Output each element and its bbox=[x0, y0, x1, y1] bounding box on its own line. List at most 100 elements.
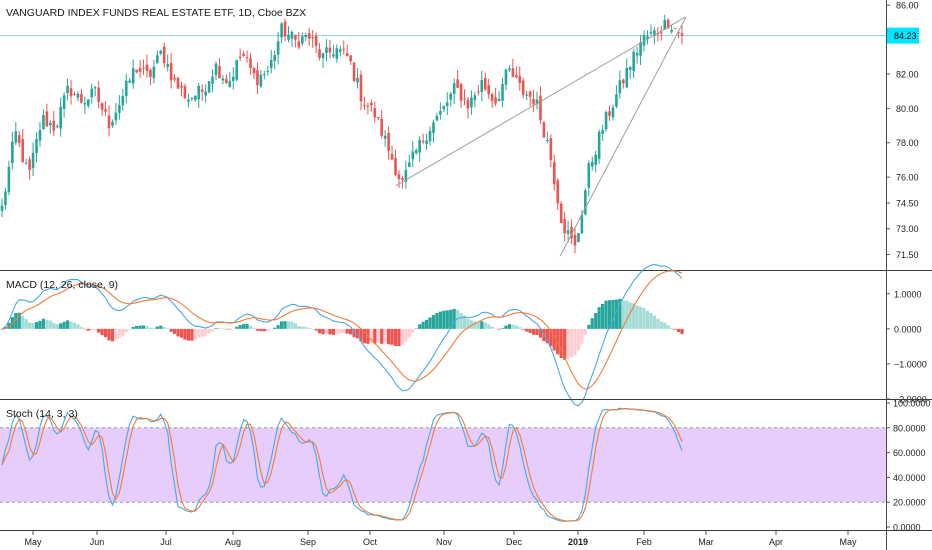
candle-body[interactable] bbox=[207, 81, 211, 93]
candle-body[interactable] bbox=[439, 111, 442, 115]
candle-body[interactable] bbox=[193, 95, 197, 100]
candle-body[interactable] bbox=[639, 42, 642, 56]
candle-body[interactable] bbox=[173, 77, 176, 80]
candle-body[interactable] bbox=[269, 60, 273, 69]
candle-body[interactable] bbox=[321, 53, 325, 59]
candle-body[interactable] bbox=[459, 83, 463, 101]
candle-body[interactable] bbox=[404, 170, 408, 182]
candle-body[interactable] bbox=[104, 109, 107, 112]
candle-body[interactable] bbox=[0, 205, 4, 211]
candle-body[interactable] bbox=[225, 79, 228, 83]
candle-body[interactable] bbox=[259, 74, 263, 87]
candle-body[interactable] bbox=[563, 219, 566, 234]
candle-body[interactable] bbox=[242, 53, 245, 56]
candle-body[interactable] bbox=[59, 106, 62, 129]
candle-body[interactable] bbox=[584, 190, 587, 215]
candle-body[interactable] bbox=[4, 191, 7, 206]
candle-body[interactable] bbox=[124, 80, 128, 97]
candle-body[interactable] bbox=[408, 162, 411, 167]
candle-body[interactable] bbox=[670, 29, 673, 32]
candle-body[interactable] bbox=[218, 65, 221, 79]
candle-body[interactable] bbox=[290, 31, 294, 39]
candle-body[interactable] bbox=[504, 69, 508, 85]
candle-body[interactable] bbox=[345, 53, 349, 57]
candle-body[interactable] bbox=[456, 79, 459, 88]
candle-body[interactable] bbox=[666, 19, 670, 29]
candle-body[interactable] bbox=[342, 48, 346, 50]
candle-body[interactable] bbox=[14, 131, 18, 143]
candle-body[interactable] bbox=[477, 91, 480, 93]
candle-body[interactable] bbox=[573, 234, 577, 246]
candle-body[interactable] bbox=[287, 34, 290, 40]
candle-body[interactable] bbox=[238, 56, 242, 58]
candle-body[interactable] bbox=[187, 99, 190, 102]
candle-body[interactable] bbox=[245, 57, 249, 59]
candle-body[interactable] bbox=[66, 85, 69, 94]
signal-line[interactable] bbox=[1, 270, 683, 390]
candle-body[interactable] bbox=[318, 49, 321, 58]
candle-body[interactable] bbox=[597, 131, 601, 159]
candle-body[interactable] bbox=[86, 99, 90, 106]
candle-body[interactable] bbox=[442, 105, 446, 110]
candle-body[interactable] bbox=[559, 203, 563, 224]
candle-body[interactable] bbox=[256, 70, 259, 86]
candle-body[interactable] bbox=[628, 66, 632, 70]
candle-body[interactable] bbox=[501, 84, 504, 101]
candle-body[interactable] bbox=[570, 227, 573, 239]
candle-body[interactable] bbox=[301, 36, 304, 44]
candle-body[interactable] bbox=[642, 34, 646, 46]
candle-body[interactable] bbox=[370, 102, 373, 106]
candle-body[interactable] bbox=[394, 158, 397, 175]
candle-body[interactable] bbox=[90, 88, 94, 98]
candle-body[interactable] bbox=[180, 85, 183, 88]
candle-body[interactable] bbox=[131, 68, 135, 84]
candle-body[interactable] bbox=[190, 97, 194, 99]
candle-body[interactable] bbox=[21, 139, 25, 163]
candle-body[interactable] bbox=[618, 80, 622, 94]
candle-body[interactable] bbox=[490, 94, 494, 101]
candle-body[interactable] bbox=[307, 33, 311, 39]
candle-body[interactable] bbox=[204, 91, 207, 96]
price-pane[interactable]: 86.00 82.00 80.00 78.00 76.00 74.50 73.00 71.50… bbox=[0, 1, 919, 260]
candle-body[interactable] bbox=[435, 116, 439, 121]
candle-body[interactable] bbox=[7, 166, 11, 193]
candle-body[interactable] bbox=[294, 34, 297, 40]
candle-body[interactable] bbox=[214, 63, 218, 76]
candle-body[interactable] bbox=[93, 87, 97, 89]
candle-body[interactable] bbox=[546, 140, 549, 142]
candle-body[interactable] bbox=[276, 41, 280, 55]
candle-body[interactable] bbox=[152, 66, 156, 79]
candle-body[interactable] bbox=[31, 152, 35, 168]
candle-body[interactable] bbox=[680, 33, 684, 36]
candle-body[interactable] bbox=[235, 60, 239, 80]
candle-body[interactable] bbox=[376, 117, 380, 119]
candle-body[interactable] bbox=[356, 78, 359, 83]
candle-body[interactable] bbox=[352, 62, 356, 81]
candle-body[interactable] bbox=[428, 131, 432, 142]
candle-body[interactable] bbox=[625, 67, 629, 88]
candle-body[interactable] bbox=[611, 107, 615, 118]
candle-body[interactable] bbox=[518, 76, 522, 84]
candle-body[interactable] bbox=[111, 121, 114, 126]
candle-body[interactable] bbox=[414, 150, 418, 154]
candle-body[interactable] bbox=[470, 97, 473, 108]
candle-body[interactable] bbox=[107, 115, 111, 129]
candle-body[interactable] bbox=[587, 163, 591, 188]
candle-body[interactable] bbox=[266, 70, 270, 72]
candle-body[interactable] bbox=[552, 162, 556, 185]
candle-body[interactable] bbox=[463, 98, 466, 100]
candle-body[interactable] bbox=[128, 80, 132, 83]
candle-body[interactable] bbox=[45, 111, 49, 127]
candle-body[interactable] bbox=[421, 140, 425, 142]
candle-body[interactable] bbox=[263, 74, 266, 76]
candle-body[interactable] bbox=[525, 94, 528, 96]
candle-body[interactable] bbox=[252, 67, 256, 74]
candle-body[interactable] bbox=[659, 32, 663, 34]
candle-body[interactable] bbox=[142, 67, 145, 69]
candle-body[interactable] bbox=[566, 230, 570, 234]
candle-body[interactable] bbox=[118, 105, 121, 113]
candle-body[interactable] bbox=[80, 93, 83, 103]
candle-body[interactable] bbox=[425, 140, 428, 144]
candle-body[interactable] bbox=[646, 36, 649, 40]
candle-body[interactable] bbox=[166, 64, 169, 67]
